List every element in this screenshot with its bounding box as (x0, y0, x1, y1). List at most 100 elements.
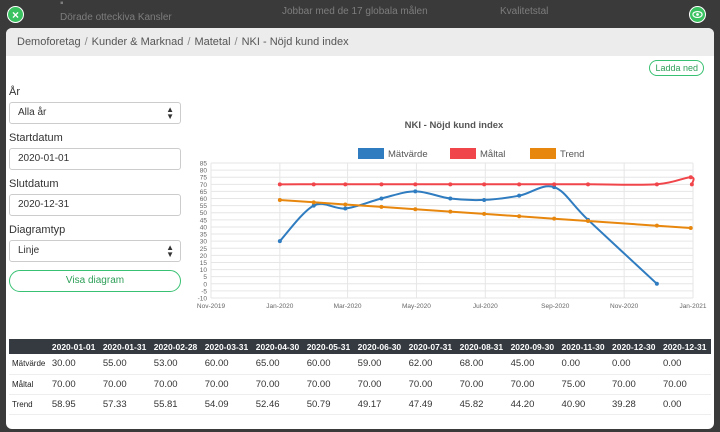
table-header-cell: 2020-09-30 (507, 339, 559, 354)
row-label: Trend (9, 394, 49, 415)
data-point (517, 214, 522, 219)
table-cell: 70.00 (405, 374, 457, 395)
chevron-updown-icon: ▲ ▼ (166, 105, 174, 121)
start-date-label: Startdatum (9, 132, 63, 144)
legend-swatch (450, 148, 476, 159)
table-cell: 40.90 (558, 394, 609, 415)
table-cell: 57.33 (99, 394, 151, 415)
table-corner (9, 339, 49, 354)
table-row: Måltal 70.00 70.00 70.00 70.00 70.00 70.00 70.0… (9, 374, 711, 395)
table-header-cell: 2020-12-31 (659, 339, 711, 354)
table-cell: 59.00 (354, 354, 406, 375)
chart-type-select[interactable]: Linje ▲ ▼ (9, 240, 181, 262)
x-tick-label: Jan-2021 (679, 303, 706, 310)
table-cell: 0.00 (609, 354, 660, 375)
data-point (448, 182, 453, 187)
breadcrumb-item: NKI - Nöjd kund index (241, 36, 349, 48)
bg-item: ▪ (60, 0, 64, 9)
breadcrumb-item[interactable]: Matetal (194, 36, 231, 48)
table-body: Mätvärde 30.00 55.00 53.00 60.00 65.00 60.00 59… (9, 354, 711, 415)
x-tick-label: Mar-2020 (334, 303, 362, 310)
y-tick-label: 35 (200, 232, 208, 239)
data-point (311, 200, 316, 205)
table-cell: 70.00 (456, 374, 508, 395)
x-tick-label: Jan-2020 (266, 303, 293, 310)
table-cell: 45.82 (456, 394, 508, 415)
x-tick-label: Sep-2020 (541, 303, 570, 310)
table-cell: 60.00 (303, 354, 355, 375)
data-point (517, 193, 522, 198)
y-tick-label: 65 (200, 189, 208, 196)
chart-modal: Demoforetag / Kunder & Marknad / Matetal / NKI… (6, 28, 714, 429)
y-tick-label: 45 (200, 217, 208, 224)
show-chart-button[interactable]: Visa diagram (9, 270, 181, 292)
end-date-label: Slutdatum (9, 178, 59, 190)
y-tick-label: 20 (200, 253, 208, 260)
table-cell: 54.09 (201, 394, 253, 415)
year-select[interactable]: Alla år ▲ ▼ (9, 102, 181, 124)
x-tick-label: May-2020 (402, 303, 431, 310)
series-line (279, 199, 691, 229)
table-cell: 53.00 (150, 354, 202, 375)
start-date-input[interactable]: 2020-01-01 (9, 148, 181, 170)
table-cell: 45.00 (507, 354, 559, 375)
table-row: Mätvärde 30.00 55.00 53.00 60.00 65.00 60.00 59… (9, 354, 711, 375)
download-button[interactable]: Ladda ned (649, 60, 704, 76)
eye-icon[interactable] (689, 6, 706, 23)
y-tick-label: 40 (200, 224, 208, 231)
table-cell: 70.00 (48, 374, 100, 395)
table-cell: 50.79 (303, 394, 355, 415)
data-point (343, 182, 348, 187)
y-tick-label: 5 (203, 274, 207, 281)
table-cell: 70.00 (303, 374, 355, 395)
x-tick-label: Nov-2019 (197, 303, 226, 310)
breadcrumb-item[interactable]: Demoforetag (17, 36, 81, 48)
table-cell: 65.00 (252, 354, 304, 375)
table-cell: 47.49 (405, 394, 457, 415)
bg-item: Kvalitetstal (500, 6, 549, 17)
table-header-row: 2020-01-01 2020-01-31 2020-02-28 2020-03-31… (9, 339, 711, 354)
legend-label: Måltal (480, 149, 505, 160)
data-point (413, 189, 418, 194)
end-date-input[interactable]: 2020-12-31 (9, 194, 181, 216)
close-icon[interactable]: × (7, 6, 24, 23)
data-point (311, 182, 316, 187)
y-tick-label: 60 (200, 196, 208, 203)
data-point (586, 218, 591, 223)
y-tick-label: 25 (200, 246, 208, 253)
chart-title: NKI - Nöjd kund index (405, 120, 504, 131)
series-line (279, 176, 695, 186)
table-cell: 75.00 (558, 374, 609, 395)
table-cell: 70.00 (659, 374, 711, 395)
table-cell: 70.00 (609, 374, 660, 395)
filter-panel: År Alla år ▲ ▼ Startdatum 2020-01-01 Slutd… (9, 86, 181, 292)
y-tick-label: -10 (198, 296, 208, 303)
data-point (654, 281, 659, 286)
y-tick-label: 80 (200, 168, 208, 175)
data-point (277, 239, 282, 244)
table-cell: 68.00 (456, 354, 508, 375)
breadcrumb: Demoforetag / Kunder & Marknad / Matetal / NKI… (6, 28, 714, 56)
table-cell: 44.20 (507, 394, 559, 415)
data-point (552, 185, 557, 190)
data-point (343, 206, 348, 211)
data-point (688, 175, 693, 180)
table-cell: 0.00 (659, 394, 711, 415)
breadcrumb-item[interactable]: Kunder & Marknad (91, 36, 184, 48)
table-cell: 70.00 (99, 374, 151, 395)
table-header-cell: 2020-01-01 (48, 339, 100, 354)
y-tick-label: 30 (200, 239, 208, 246)
data-point (413, 182, 418, 187)
table-header-cell: 2020-12-30 (609, 339, 660, 354)
table-header-cell: 2020-01-31 (99, 339, 151, 354)
data-point (379, 204, 384, 209)
y-tick-label: 0 (203, 281, 207, 288)
x-tick-label: Jul-2020 (473, 303, 498, 310)
table-header-cell: 2020-04-30 (252, 339, 304, 354)
data-point (343, 202, 348, 207)
table-header-cell: 2020-07-31 (405, 339, 457, 354)
table-cell: 39.28 (609, 394, 660, 415)
data-point (277, 198, 282, 203)
table-cell: 55.81 (150, 394, 202, 415)
table-cell: 70.00 (252, 374, 304, 395)
